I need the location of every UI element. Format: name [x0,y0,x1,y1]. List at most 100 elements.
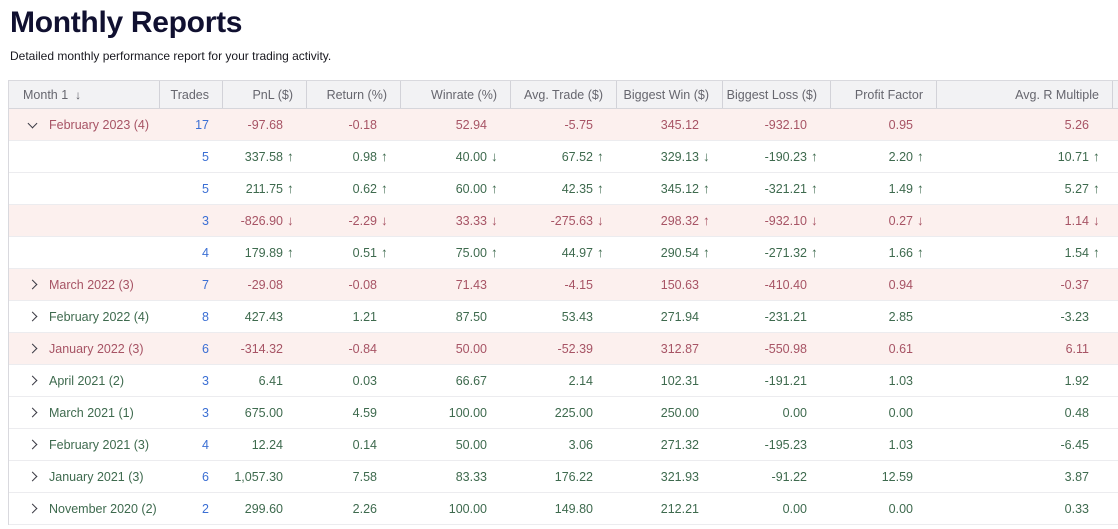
avg-trade-cell: 176.22 [511,461,617,492]
row-filler [1113,237,1118,268]
trades-count-link[interactable]: 6 [202,341,209,356]
trades-count-link[interactable]: 8 [202,309,209,324]
column-header-avg-r-multiple[interactable]: Avg. R Multiple [937,81,1113,108]
return-value: 0.51 [352,245,377,260]
biggest-win-value: 150.63 [660,277,699,292]
table-row-week[interactable]: 5 211.75 ↑ 0.62 ↑ 60.00 ↑ 42.35 ↑ 345.12 ↑ -321.21 ↑… [9,173,1118,205]
biggest-loss-value: -91.22 [771,469,807,484]
chevron-glyph [27,407,37,418]
column-header-winrate[interactable]: Winrate (%) [401,81,511,108]
table-row-month[interactable]: November 2020 (2) 2 299.60 2.26 100.00 149.80… [9,493,1118,525]
avg-r-multiple-value: -0.37 [1060,277,1090,292]
avg-trade-value: -52.39 [557,341,593,356]
return-cell: 2.26 [307,493,401,524]
month-cell: November 2020 (2) [9,493,160,524]
trades-cell: 4 [160,429,223,460]
biggest-win-cell: 102.31 [617,365,723,396]
trades-count-link[interactable]: 17 [195,117,209,132]
trend-up-icon: ↑ [381,245,388,260]
column-header-return[interactable]: Return (%) [307,81,401,108]
avg-r-multiple-cell: 6.11 [937,333,1113,364]
month-label: January 2022 (3) [49,341,144,356]
trend-up-icon: ↑ [1093,181,1100,196]
chevron-right-icon[interactable] [21,269,43,300]
avg-trade-cell: -5.75 [511,109,617,140]
winrate-cell: 52.94 [401,109,511,140]
trend-up-icon: ↑ [811,181,818,196]
pnl-value: 6.41 [258,373,283,388]
trades-count-link[interactable]: 5 [202,149,209,164]
row-filler [1113,397,1118,428]
column-header-profit-factor[interactable]: Profit Factor [831,81,937,108]
column-header-pnl[interactable]: PnL ($) [223,81,307,108]
trades-count-link[interactable]: 2 [202,501,209,516]
biggest-loss-cell: -91.22 [723,461,831,492]
table-row-week[interactable]: 5 337.58 ↑ 0.98 ↑ 40.00 ↓ 67.52 ↑ 329.13 ↓ -190.23 ↑… [9,141,1118,173]
trades-cell: 2 [160,493,223,524]
trades-count-link[interactable]: 3 [202,405,209,420]
table-row-month[interactable]: March 2022 (3) 7 -29.08 -0.08 71.43 -4.15 150.… [9,269,1118,301]
trend-down-icon: ↓ [703,149,710,164]
avg-trade-value: 53.43 [561,309,593,324]
page-subtitle: Detailed monthly performance report for … [10,49,332,63]
table-row-month[interactable]: February 2021 (3) 4 12.24 0.14 50.00 3.06 271.… [9,429,1118,461]
trend-up-icon: ↑ [703,181,710,196]
chevron-glyph [27,471,37,482]
trades-cell: 3 [160,397,223,428]
table-row-month[interactable]: January 2021 (3) 6 1,057.30 7.58 83.33 176.22… [9,461,1118,493]
biggest-loss-value: -550.98 [764,341,807,356]
profit-factor-cell: 1.66 ↑ [831,237,937,268]
biggest-loss-value: -932.10 [764,117,807,132]
trades-count-link[interactable]: 4 [202,437,209,452]
avg-trade-value: 42.35 [561,181,593,196]
trades-count-link[interactable]: 3 [202,213,209,228]
column-header-avg-trade[interactable]: Avg. Trade ($) [511,81,617,108]
monthly-reports-table: Month 1 ↓ Trades PnL ($) Return (%) Winr… [8,80,1118,525]
trades-count-link[interactable]: 6 [202,469,209,484]
trades-count-link[interactable]: 5 [202,181,209,196]
chevron-right-icon[interactable] [21,429,43,460]
chevron-right-icon[interactable] [21,365,43,396]
table-row-week[interactable]: 4 179.89 ↑ 0.51 ↑ 75.00 ↑ 44.97 ↑ 290.54 ↑ -271.32 ↑… [9,237,1118,269]
pnl-cell: -97.68 [223,109,307,140]
chevron-right-icon[interactable] [21,397,43,428]
row-filler [1113,269,1118,300]
column-header-biggest-loss[interactable]: Biggest Loss ($) [723,81,831,108]
biggest-win-value: 345.12 [660,117,699,132]
avg-trade-cell: -52.39 [511,333,617,364]
table-row-week[interactable]: 3 -826.90 ↓ -2.29 ↓ 33.33 ↓ -275.63 ↓ 298.32 ↑ -932… [9,205,1118,237]
chevron-right-icon[interactable] [21,493,43,524]
profit-factor-value: 1.03 [888,373,913,388]
chevron-right-icon[interactable] [21,301,43,332]
table-row-month[interactable]: March 2021 (1) 3 675.00 4.59 100.00 225.00 250… [9,397,1118,429]
column-header-trades[interactable]: Trades [160,81,223,108]
column-header-biggest-win[interactable]: Biggest Win ($) [617,81,723,108]
trades-count-link[interactable]: 3 [202,373,209,388]
winrate-cell: 83.33 [401,461,511,492]
table-row-month[interactable]: February 2022 (4) 8 427.43 1.21 87.50 53.43 27… [9,301,1118,333]
biggest-loss-cell: 0.00 [723,493,831,524]
chevron-right-icon[interactable] [21,333,43,364]
winrate-value: 52.94 [455,117,487,132]
chevron-right-icon[interactable] [21,461,43,492]
table-row-month[interactable]: April 2021 (2) 3 6.41 0.03 66.67 2.14 102.31 -1… [9,365,1118,397]
trades-count-link[interactable]: 7 [202,277,209,292]
profit-factor-cell: 1.03 [831,429,937,460]
trades-cell: 3 [160,365,223,396]
trend-down-icon: ↓ [287,213,294,228]
trades-count-link[interactable]: 4 [202,245,209,260]
return-cell: -2.29 ↓ [307,205,401,236]
biggest-win-value: 321.93 [660,469,699,484]
biggest-loss-cell: -932.10 [723,109,831,140]
pnl-cell: 299.60 [223,493,307,524]
profit-factor-value: 0.27 [888,213,913,228]
chevron-down-icon[interactable] [21,109,43,140]
avg-r-multiple-value: 1.54 [1064,245,1089,260]
trend-up-icon: ↑ [917,149,924,164]
profit-factor-cell: 1.03 [831,365,937,396]
row-filler [1113,429,1118,460]
table-row-month[interactable]: February 2023 (4) 17 -97.68 -0.18 52.94 -5.75… [9,109,1118,141]
column-header-month[interactable]: Month 1 ↓ [9,81,160,108]
table-row-month[interactable]: January 2022 (3) 6 -314.32 -0.84 50.00 -52.39… [9,333,1118,365]
avg-r-multiple-value: -3.23 [1060,309,1090,324]
